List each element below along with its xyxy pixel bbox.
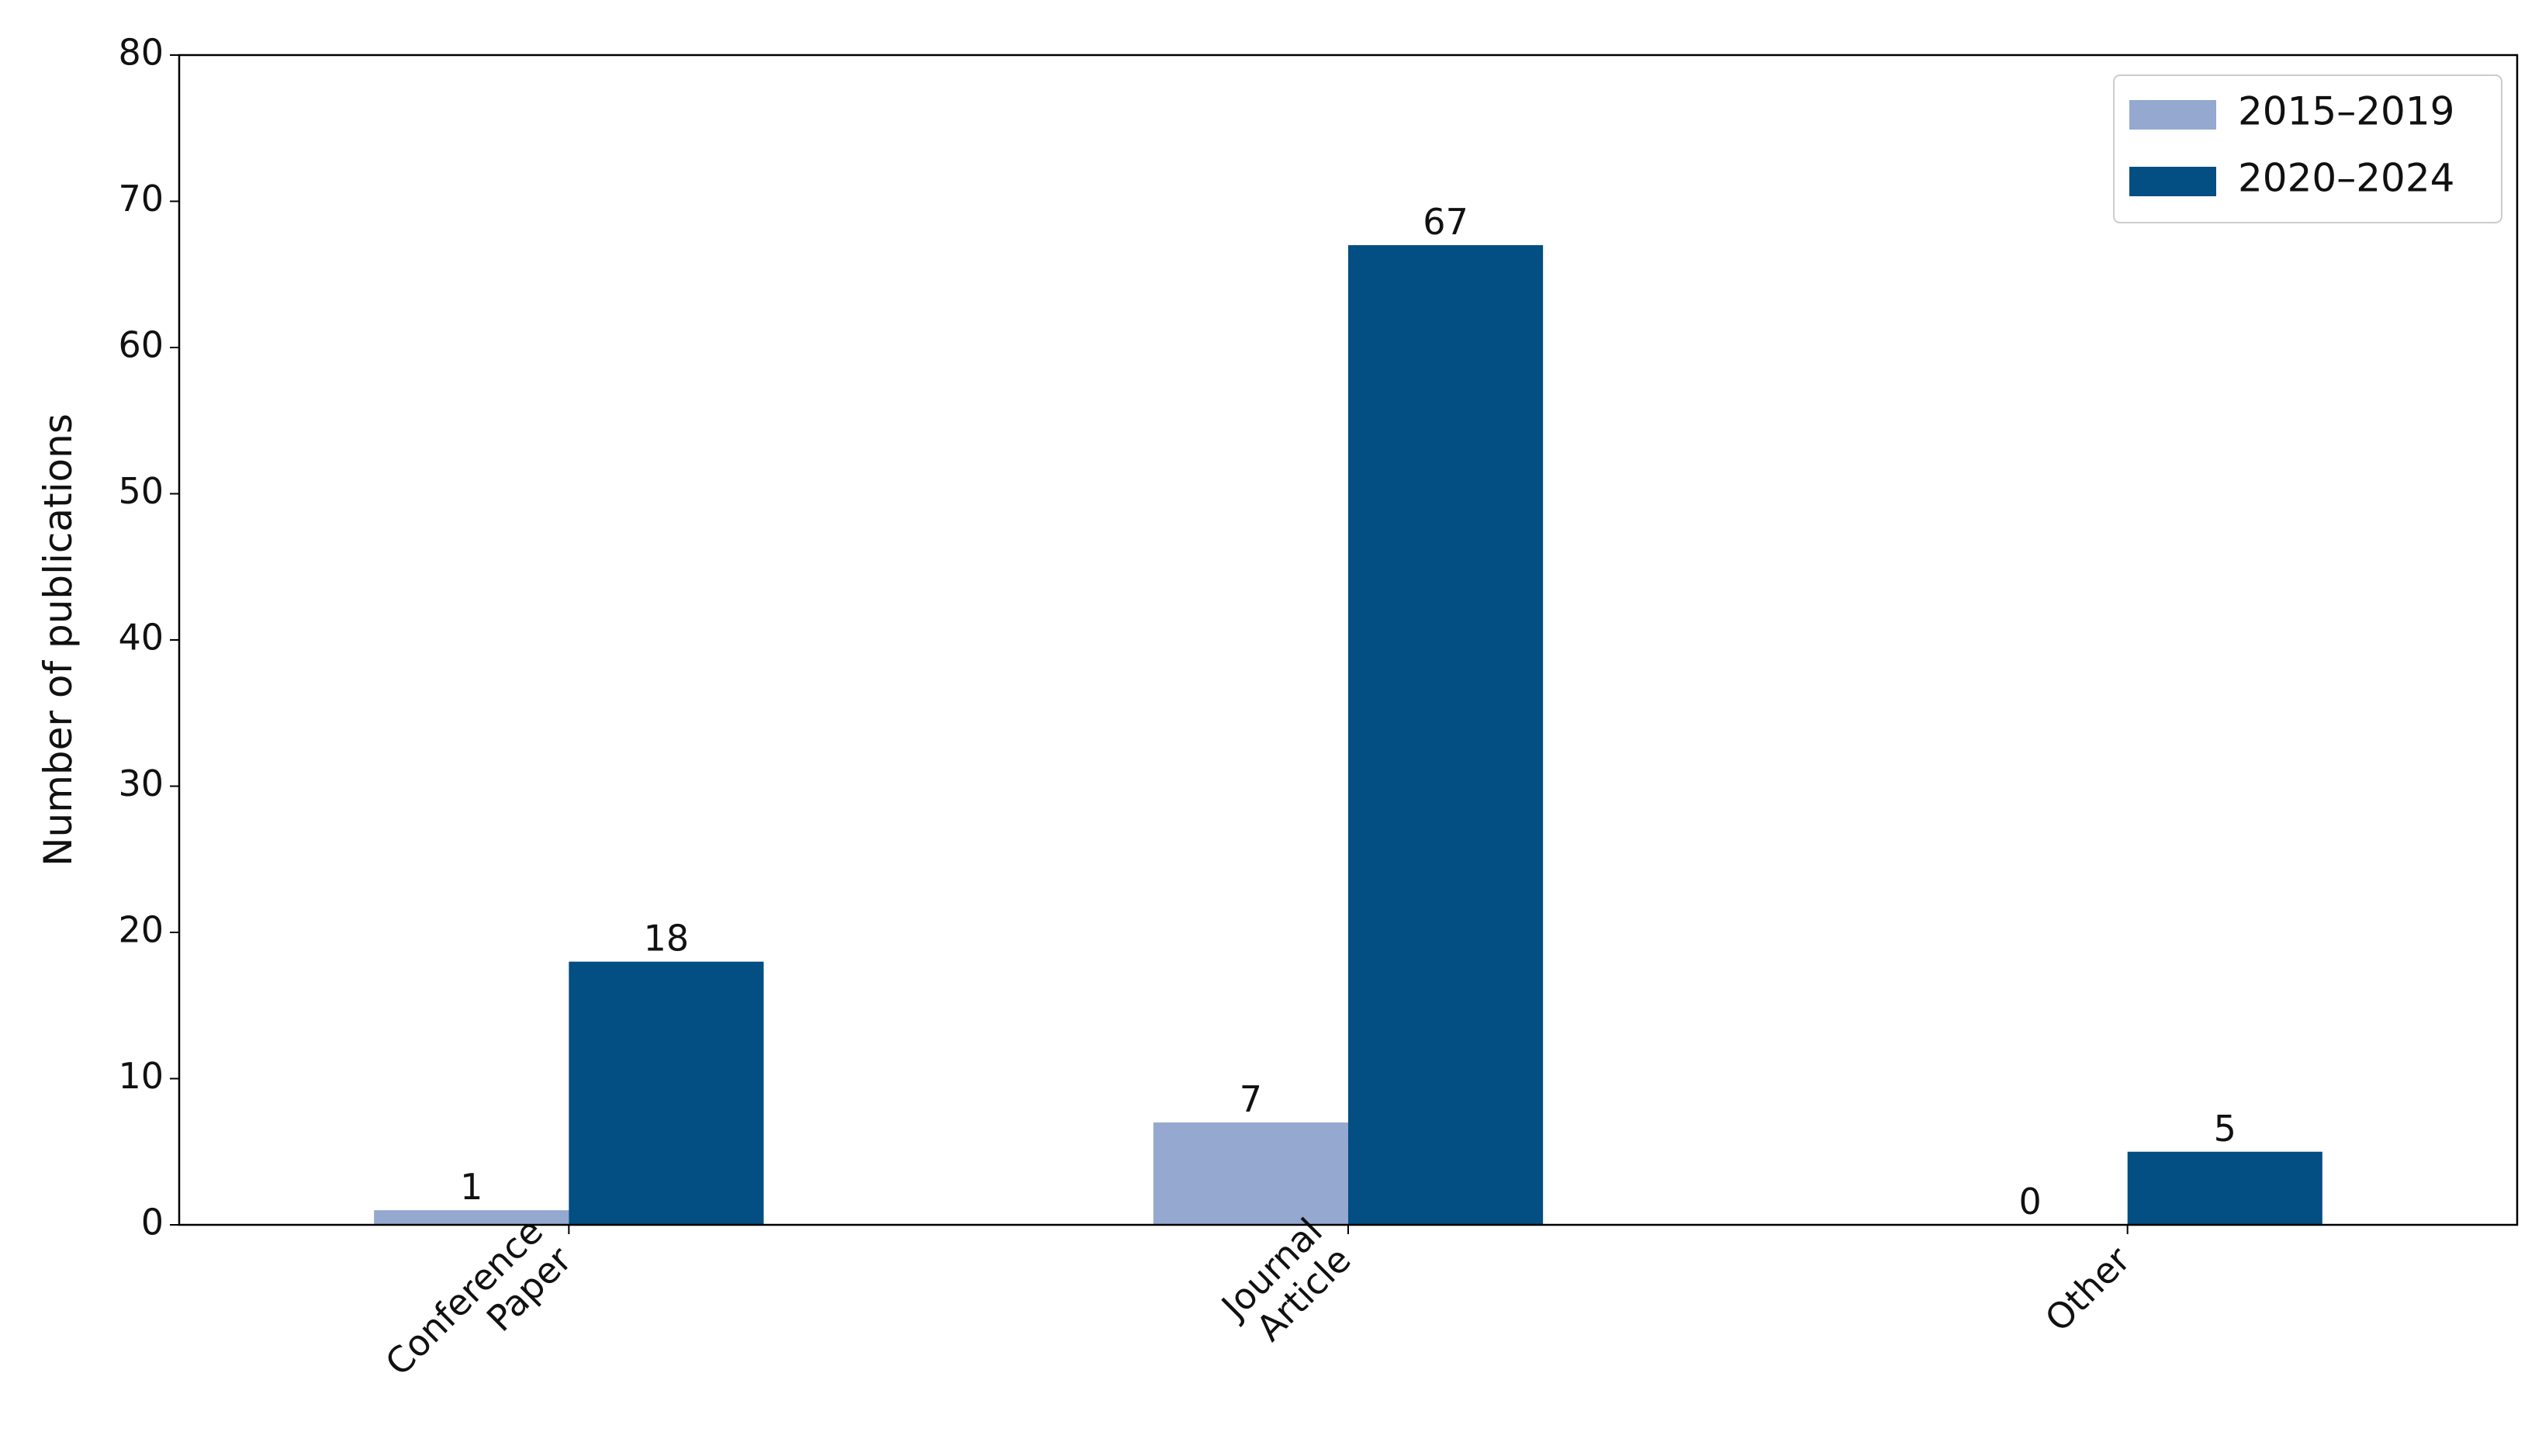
value-label: 7: [1240, 1078, 1262, 1120]
plot-frame: [178, 54, 2519, 1226]
legend-label: 2020–2024: [2238, 156, 2455, 201]
y-axis-label: Number of publications: [36, 413, 81, 866]
bar: [1153, 1122, 1348, 1225]
x-tick-label: ConferencePaper: [377, 1210, 579, 1413]
y-tick-label: 50: [118, 470, 164, 512]
bar: [1348, 245, 1544, 1225]
y-tick-label: 30: [118, 763, 164, 804]
x-tick-group: JournalArticle: [1212, 1210, 1359, 1357]
value-label: 1: [460, 1166, 482, 1208]
y-tick-label: 60: [118, 324, 164, 366]
y-tick-label: 10: [118, 1055, 164, 1097]
x-tick-group: Other: [2037, 1239, 2139, 1340]
value-label: 67: [1423, 201, 1468, 243]
y-tick-label: 20: [118, 909, 164, 951]
x-tick-label: Other: [2037, 1239, 2139, 1340]
y-tick-label: 80: [118, 32, 164, 74]
value-label: 0: [2018, 1181, 2041, 1223]
y-tick-label: 70: [118, 178, 164, 220]
legend-swatch: [2129, 100, 2216, 130]
y-tick-label: 0: [141, 1202, 164, 1243]
bar: [374, 1210, 569, 1225]
value-label: 5: [2214, 1108, 2236, 1150]
legend-label: 2015–2019: [2238, 89, 2455, 134]
x-tick-group: ConferencePaper: [377, 1210, 579, 1413]
value-label: 18: [644, 918, 690, 960]
bar: [569, 961, 764, 1225]
x-tick-label: JournalArticle: [1212, 1210, 1359, 1357]
y-tick-label: 40: [118, 617, 164, 659]
legend-swatch: [2129, 167, 2216, 196]
bar: [2127, 1151, 2322, 1225]
